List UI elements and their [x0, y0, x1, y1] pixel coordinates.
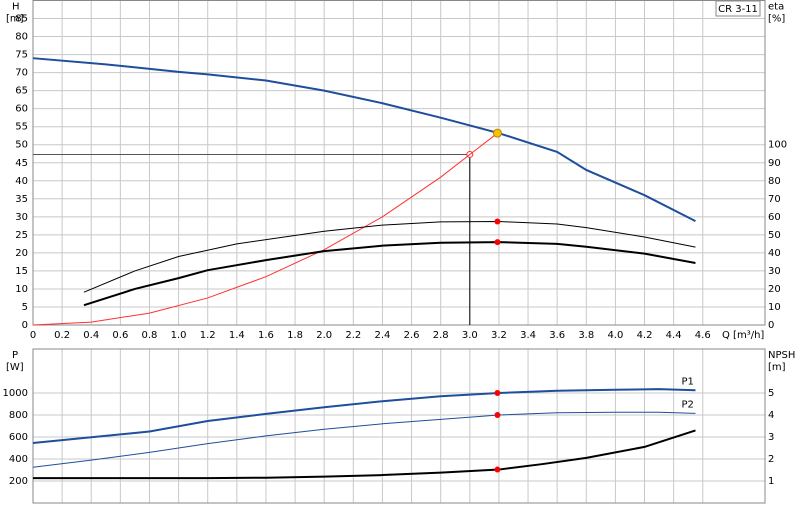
x-tick-label: 3.4 [520, 330, 536, 341]
y-tick-label: 60 [15, 104, 28, 115]
x-tick-label: 1.2 [200, 330, 216, 341]
y-tick-label: 80 [15, 32, 28, 43]
y2-axis-unit: [%] [768, 14, 785, 25]
y-tick-label: 0 [22, 320, 28, 331]
plot-frame [32, 348, 766, 504]
y-tick-label: 200 [9, 476, 28, 487]
y-tick-label: 15 [15, 266, 28, 277]
y2-axis-label: eta [768, 2, 784, 13]
y-tick-label: 40 [15, 176, 28, 187]
y-tick-label: 35 [15, 194, 28, 205]
duty-point [494, 412, 501, 418]
x-tick-label: 4.4 [666, 330, 682, 341]
model-box [715, 0, 761, 17]
curve [32, 411, 696, 468]
duty-point [494, 466, 501, 473]
y2-axis-unit: [m] [768, 362, 786, 373]
y-tick-label: 20 [15, 248, 28, 259]
x-tick-label: 0.2 [54, 330, 70, 341]
y-tick-label: 50 [15, 140, 28, 151]
curve [83, 241, 696, 307]
y-tick-label: 65 [15, 86, 28, 97]
x-tick-label: 0 [30, 330, 36, 341]
x-tick-label: 4.0 [607, 330, 623, 341]
x-tick-label: 0.4 [83, 330, 99, 341]
y-tick-label: 75 [15, 50, 28, 61]
x-tick-label: 1.4 [229, 330, 245, 341]
y2-tick-label: 70 [768, 194, 781, 205]
x-tick-label: 4.6 [695, 330, 711, 341]
x-tick-label: 3.8 [578, 330, 594, 341]
y2-tick-label: 50 [768, 230, 781, 241]
x-tick-label: 3.0 [462, 330, 478, 341]
duty-point [494, 218, 501, 225]
y2-tick-label: 5 [768, 388, 774, 399]
y2-axis-label: NPSH [768, 350, 795, 361]
y2-tick-label: 10 [768, 302, 781, 313]
x-axis-label: Q [m³/h] [722, 330, 764, 341]
y-axis-unit: [m] [6, 14, 24, 25]
x-tick-label: 2.4 [374, 330, 390, 341]
y-tick-label: 400 [9, 454, 28, 465]
duty-point [494, 390, 501, 396]
y-tick-label: 600 [9, 432, 28, 443]
y-tick-label: 25 [15, 230, 28, 241]
y-tick-label: 45 [15, 158, 28, 169]
x-tick-label: 0.6 [112, 330, 128, 341]
duty-point [492, 128, 502, 138]
curve [33, 429, 696, 480]
y2-tick-label: 4 [768, 410, 774, 421]
y2-tick-label: 1 [768, 476, 774, 487]
x-tick-label: 3.2 [491, 330, 507, 341]
x-tick-label: 1.0 [171, 330, 187, 341]
y2-tick-label: 20 [768, 284, 781, 295]
x-tick-label: 2.8 [433, 330, 449, 341]
y-tick-label: 85 [15, 14, 28, 25]
y2-tick-label: 2 [768, 454, 774, 465]
model-label: CR 3-11 [718, 4, 758, 15]
curve-label: P1 [681, 376, 693, 387]
y-axis-label: P [12, 350, 18, 361]
curve [83, 221, 696, 293]
curve [32, 57, 696, 223]
curve-label: P2 [681, 399, 693, 410]
y2-tick-label: 40 [768, 248, 781, 259]
y-tick-label: 1000 [3, 388, 28, 399]
x-tick-label: 4.2 [637, 330, 653, 341]
y-tick-label: 5 [22, 302, 28, 313]
x-tick-label: 3.6 [549, 330, 565, 341]
y2-tick-label: 90 [768, 158, 781, 169]
y-tick-label: 55 [15, 122, 28, 133]
x-tick-label: 2.0 [316, 330, 332, 341]
y-axis-label: H [12, 2, 20, 13]
y-tick-label: 70 [15, 68, 28, 79]
y-tick-label: 800 [9, 410, 28, 421]
x-tick-label: 1.6 [258, 330, 274, 341]
y2-tick-label: 3 [768, 432, 774, 443]
curve [32, 388, 696, 445]
y2-tick-label: 60 [768, 212, 781, 223]
y2-tick-label: 100 [768, 140, 787, 151]
duty-point [494, 239, 501, 246]
x-tick-label: 0.8 [142, 330, 158, 341]
y-axis-unit: [W] [6, 362, 24, 373]
curve [32, 132, 498, 326]
x-tick-label: 2.2 [345, 330, 361, 341]
y2-tick-label: 0 [768, 320, 774, 331]
plot-frame [32, 0, 766, 326]
y2-tick-label: 30 [768, 266, 781, 277]
y2-tick-label: 80 [768, 176, 781, 187]
x-tick-label: 2.6 [404, 330, 420, 341]
y-tick-label: 30 [15, 212, 28, 223]
y-tick-label: 10 [15, 284, 28, 295]
x-tick-label: 1.8 [287, 330, 303, 341]
